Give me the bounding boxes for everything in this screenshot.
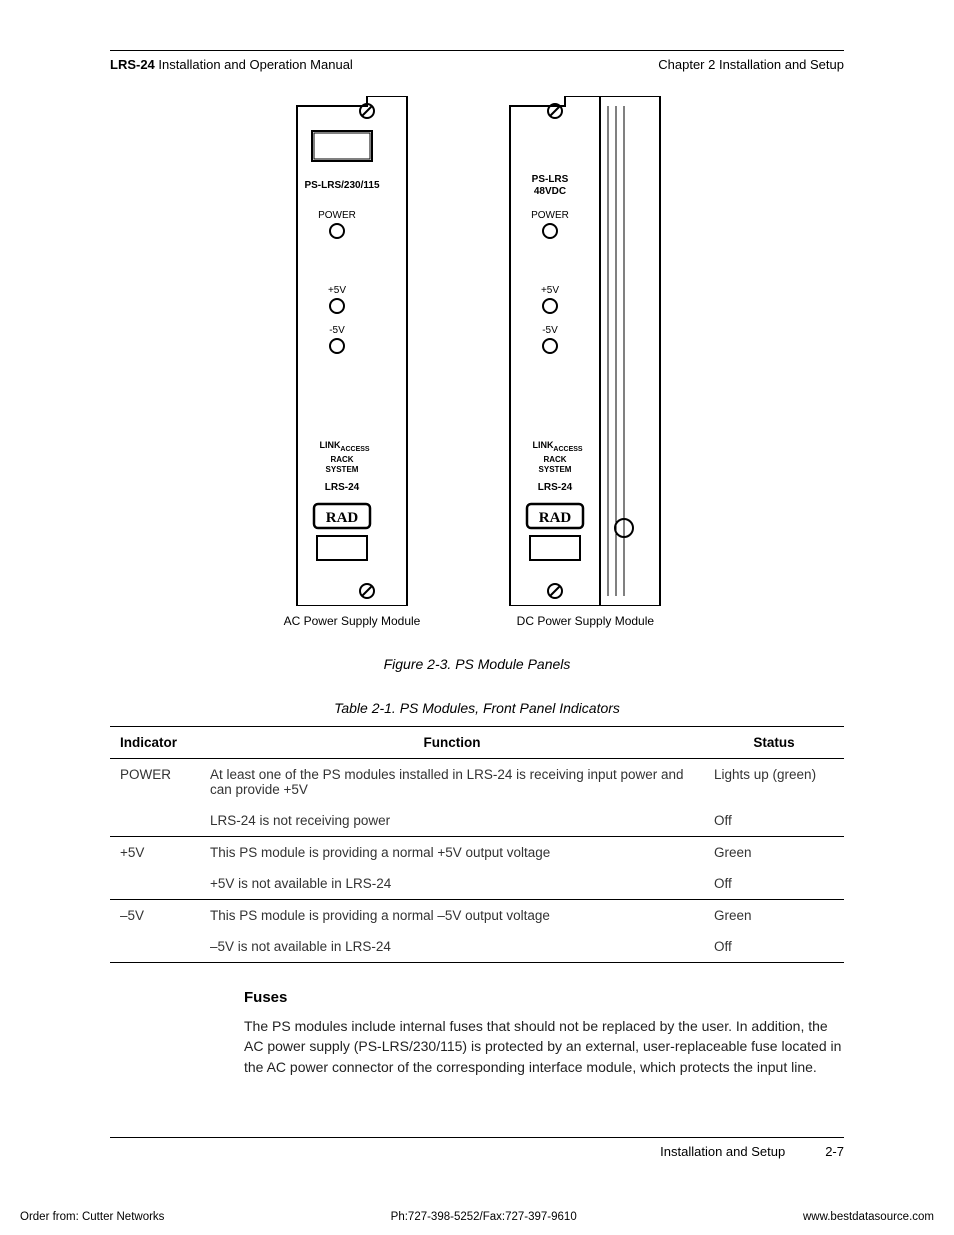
table-row: –5V This PS module is providing a normal… xyxy=(110,900,844,932)
cell-status: Green xyxy=(704,837,844,869)
svg-text:SYSTEM: SYSTEM xyxy=(326,465,359,474)
cell-indicator: +5V xyxy=(110,837,200,869)
product-name: LRS-24 xyxy=(110,57,155,72)
th-function: Function xyxy=(200,727,704,759)
th-indicator: Indicator xyxy=(110,727,200,759)
svg-text:RAD: RAD xyxy=(326,510,359,526)
svg-text:POWER: POWER xyxy=(318,210,356,221)
header-left: LRS-24 Installation and Operation Manual xyxy=(110,57,353,72)
footer-section: Installation and Setup xyxy=(660,1144,785,1159)
cell-indicator xyxy=(110,931,200,963)
cell-indicator: POWER xyxy=(110,759,200,806)
indicators-table: Indicator Function Status POWER At least… xyxy=(110,726,844,963)
svg-text:LRS-24: LRS-24 xyxy=(538,482,573,493)
cell-status: Off xyxy=(704,931,844,963)
order-line: Order from: Cutter Networks Ph:727-398-5… xyxy=(0,1211,954,1235)
svg-text:LINK: LINK xyxy=(533,440,554,450)
dc-module-caption: DC Power Supply Module xyxy=(500,614,670,628)
section-heading-fuses: Fuses xyxy=(244,989,844,1006)
svg-text:+5V: +5V xyxy=(328,285,346,296)
cell-status: Off xyxy=(704,868,844,900)
svg-text:RACK: RACK xyxy=(544,455,567,464)
th-status: Status xyxy=(704,727,844,759)
svg-text:LRS-24: LRS-24 xyxy=(325,482,360,493)
ac-module-caption: AC Power Supply Module xyxy=(284,614,421,628)
svg-text:PS-LRS: PS-LRS xyxy=(532,174,569,185)
ac-panel-diagram: PS-LRS/230/115 POWER +5V -5V LINK ACCESS… xyxy=(287,96,417,606)
cell-function: –5V is not available in LRS-24 xyxy=(200,931,704,963)
svg-text:RAD: RAD xyxy=(539,510,572,526)
table-row: +5V is not available in LRS-24 Off xyxy=(110,868,844,900)
page-header: LRS-24 Installation and Operation Manual… xyxy=(110,57,844,72)
order-left: Order from: Cutter Networks xyxy=(20,1211,164,1223)
svg-text:+5V: +5V xyxy=(541,285,559,296)
svg-text:PS-LRS/230/115: PS-LRS/230/115 xyxy=(304,180,379,191)
cell-status: Green xyxy=(704,900,844,932)
cell-function: At least one of the PS modules installed… xyxy=(200,759,704,806)
cell-status: Off xyxy=(704,805,844,837)
table-row: LRS-24 is not receiving power Off xyxy=(110,805,844,837)
page-footer: Installation and Setup 2-7 xyxy=(110,1138,844,1159)
cell-function: This PS module is providing a normal –5V… xyxy=(200,900,704,932)
svg-text:ACCESS: ACCESS xyxy=(554,446,584,453)
table-caption: Table 2-1. PS Modules, Front Panel Indic… xyxy=(110,700,844,716)
cell-indicator: –5V xyxy=(110,900,200,932)
cell-indicator xyxy=(110,868,200,900)
dc-panel-diagram: PS-LRS 48VDC POWER +5V -5V LINK ACCESS R… xyxy=(500,96,670,606)
svg-text:SYSTEM: SYSTEM xyxy=(539,465,572,474)
footer-page: 2-7 xyxy=(825,1144,844,1159)
cell-function: LRS-24 is not receiving power xyxy=(200,805,704,837)
svg-text:LINK: LINK xyxy=(319,440,340,450)
table-row: POWER At least one of the PS modules ins… xyxy=(110,759,844,806)
figure-ps-panels: PS-LRS/230/115 POWER +5V -5V LINK ACCESS… xyxy=(110,96,844,628)
table-row: –5V is not available in LRS-24 Off xyxy=(110,931,844,963)
cell-function: This PS module is providing a normal +5V… xyxy=(200,837,704,869)
header-chapter: Chapter 2 Installation and Setup xyxy=(658,57,844,72)
dc-module-column: PS-LRS 48VDC POWER +5V -5V LINK ACCESS R… xyxy=(500,96,670,628)
figure-caption: Figure 2-3. PS Module Panels xyxy=(110,656,844,672)
svg-text:POWER: POWER xyxy=(531,210,569,221)
ac-module-column: PS-LRS/230/115 POWER +5V -5V LINK ACCESS… xyxy=(284,96,421,628)
order-center: Ph:727-398-5252/Fax:727-397-9610 xyxy=(391,1211,577,1223)
table-row: +5V This PS module is providing a normal… xyxy=(110,837,844,869)
cell-status: Lights up (green) xyxy=(704,759,844,806)
cell-function: +5V is not available in LRS-24 xyxy=(200,868,704,900)
svg-text:-5V: -5V xyxy=(329,325,345,336)
svg-text:-5V: -5V xyxy=(543,325,559,336)
svg-text:RACK: RACK xyxy=(330,455,353,464)
svg-text:48VDC: 48VDC xyxy=(534,186,566,197)
order-right: www.bestdatasource.com xyxy=(803,1211,934,1223)
fuses-body: The PS modules include internal fuses th… xyxy=(244,1016,844,1077)
manual-title: Installation and Operation Manual xyxy=(155,57,353,72)
cell-indicator xyxy=(110,805,200,837)
svg-text:ACCESS: ACCESS xyxy=(340,446,370,453)
